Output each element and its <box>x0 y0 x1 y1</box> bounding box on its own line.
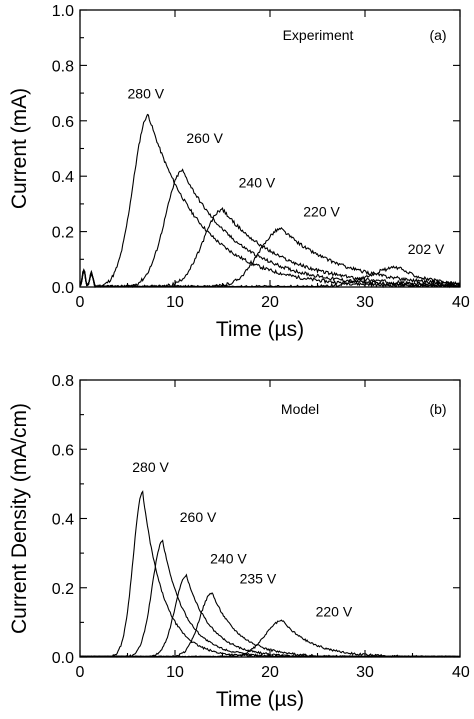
series-line-3 <box>79 592 461 658</box>
y-tick-label: 0.4 <box>52 512 74 529</box>
series-line-2 <box>79 573 461 658</box>
y-tick-label: 0.6 <box>52 114 74 131</box>
x-tick-label: 0 <box>76 664 85 681</box>
series-label-3: 220 V <box>303 203 340 219</box>
x-axis-title: Time (µs) <box>216 318 304 341</box>
x-tick-label: 30 <box>356 294 374 311</box>
x-tick-label: 40 <box>452 294 470 311</box>
y-axis-title: Current Density (mA/cm) <box>8 403 31 634</box>
series-label-1: 260 V <box>180 509 217 525</box>
series-label-2: 240 V <box>239 174 276 190</box>
y-axis-title: Current (mA) <box>8 88 31 209</box>
series-label-2: 240 V <box>210 551 247 567</box>
series-label-4: 220 V <box>316 603 353 619</box>
y-tick-label: 0.8 <box>52 58 74 75</box>
series-line-3 <box>79 226 461 288</box>
series-line-1 <box>80 539 461 658</box>
x-tick-label: 20 <box>261 294 279 311</box>
y-tick-label: 0.8 <box>52 373 74 390</box>
series-label-0: 280 V <box>132 459 169 475</box>
series-line-0 <box>79 113 461 289</box>
series-label-1: 260 V <box>186 130 223 146</box>
panel-annotation: Experiment <box>283 27 354 43</box>
plot-frame <box>79 9 461 288</box>
x-tick-label: 40 <box>452 664 470 681</box>
y-tick-label: 0.6 <box>52 442 74 459</box>
panel-tag: (a) <box>429 27 446 43</box>
x-tick-label: 20 <box>261 664 279 681</box>
panel-a-chart: 0 10 20 30 40 0.0 0.2 0.4 0.6 0.8 1.0 Time (µs) Curr… <box>8 3 470 341</box>
x-tick-label: 30 <box>356 664 374 681</box>
panel-b-chart: 0 10 20 30 40 0.0 0.2 0.4 0.6 0.8 Time (µs) Current… <box>8 373 470 711</box>
x-axis-title: Time (µs) <box>216 688 304 711</box>
series-label-4: 202 V <box>408 241 445 257</box>
y-tick-label: 1.0 <box>52 3 74 20</box>
x-tick-label: 10 <box>166 294 184 311</box>
panel-tag: (b) <box>429 401 446 417</box>
series-line-4 <box>79 265 461 289</box>
series-line-2 <box>79 207 461 289</box>
y-tick-label: 0.2 <box>52 225 74 242</box>
series-label-0: 280 V <box>128 86 165 102</box>
series-label-3: 235 V <box>240 571 277 587</box>
panel-annotation: Model <box>281 401 319 417</box>
y-tick-label: 0.0 <box>52 280 74 297</box>
y-tick-label: 0.4 <box>52 169 74 186</box>
series-line-4 <box>79 619 461 658</box>
x-tick-label: 10 <box>166 664 184 681</box>
x-tick-label: 0 <box>76 294 85 311</box>
y-tick-label: 0.2 <box>52 581 74 598</box>
y-tick-label: 0.0 <box>52 650 74 667</box>
